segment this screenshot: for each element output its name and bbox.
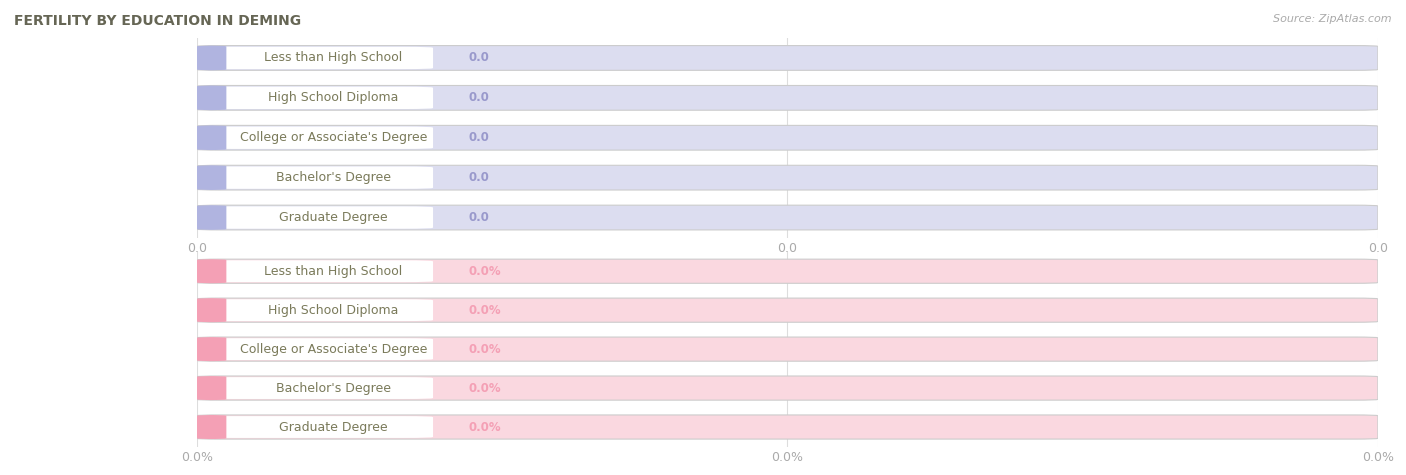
FancyBboxPatch shape (197, 298, 1378, 322)
Text: 0.0: 0.0 (468, 171, 489, 184)
Text: College or Associate's Degree: College or Associate's Degree (239, 131, 427, 144)
FancyBboxPatch shape (197, 125, 1378, 150)
Text: Graduate Degree: Graduate Degree (278, 211, 388, 224)
FancyBboxPatch shape (197, 337, 226, 361)
FancyBboxPatch shape (202, 377, 433, 399)
Text: Bachelor's Degree: Bachelor's Degree (276, 381, 391, 395)
Text: 0.0%: 0.0% (468, 381, 501, 395)
Text: FERTILITY BY EDUCATION IN DEMING: FERTILITY BY EDUCATION IN DEMING (14, 14, 301, 28)
FancyBboxPatch shape (197, 46, 226, 70)
Text: High School Diploma: High School Diploma (269, 304, 398, 317)
Text: Graduate Degree: Graduate Degree (278, 420, 388, 434)
FancyBboxPatch shape (197, 415, 226, 439)
FancyBboxPatch shape (197, 165, 1378, 190)
FancyBboxPatch shape (197, 376, 226, 400)
FancyBboxPatch shape (197, 125, 226, 150)
FancyBboxPatch shape (197, 86, 1378, 110)
Text: High School Diploma: High School Diploma (269, 91, 398, 104)
FancyBboxPatch shape (202, 47, 433, 69)
FancyBboxPatch shape (197, 46, 1378, 70)
FancyBboxPatch shape (202, 260, 433, 282)
FancyBboxPatch shape (197, 259, 226, 283)
Text: Less than High School: Less than High School (264, 51, 402, 65)
FancyBboxPatch shape (197, 415, 1378, 439)
Text: Bachelor's Degree: Bachelor's Degree (276, 171, 391, 184)
FancyBboxPatch shape (197, 86, 226, 110)
Text: 0.0%: 0.0% (468, 342, 501, 356)
FancyBboxPatch shape (197, 298, 226, 322)
FancyBboxPatch shape (202, 166, 433, 189)
FancyBboxPatch shape (197, 205, 226, 230)
FancyBboxPatch shape (202, 86, 433, 109)
FancyBboxPatch shape (197, 165, 226, 190)
FancyBboxPatch shape (197, 205, 1378, 230)
FancyBboxPatch shape (202, 299, 433, 321)
FancyBboxPatch shape (202, 338, 433, 360)
FancyBboxPatch shape (197, 337, 1378, 361)
FancyBboxPatch shape (202, 416, 433, 438)
Text: 0.0: 0.0 (468, 211, 489, 224)
FancyBboxPatch shape (202, 206, 433, 229)
Text: 0.0: 0.0 (468, 131, 489, 144)
Text: 0.0: 0.0 (468, 51, 489, 65)
Text: 0.0%: 0.0% (468, 265, 501, 278)
FancyBboxPatch shape (197, 259, 1378, 283)
Text: Less than High School: Less than High School (264, 265, 402, 278)
FancyBboxPatch shape (197, 376, 1378, 400)
Text: 0.0: 0.0 (468, 91, 489, 104)
Text: 0.0%: 0.0% (468, 304, 501, 317)
Text: 0.0%: 0.0% (468, 420, 501, 434)
FancyBboxPatch shape (202, 126, 433, 149)
Text: College or Associate's Degree: College or Associate's Degree (239, 342, 427, 356)
Text: Source: ZipAtlas.com: Source: ZipAtlas.com (1274, 14, 1392, 24)
